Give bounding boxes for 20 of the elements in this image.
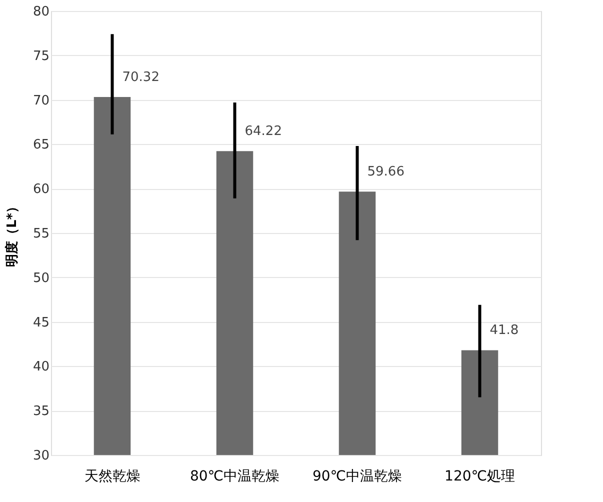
data-label: 41.8 (490, 323, 519, 338)
y-tick-label: 60 (32, 182, 50, 198)
y-tick-label: 55 (32, 226, 50, 242)
x-tick-label: 80℃中温乾燥 (190, 468, 280, 484)
y-tick-label: 45 (32, 315, 50, 330)
y-tick-label: 50 (32, 270, 50, 286)
y-tick-label: 75 (32, 48, 50, 64)
x-tick-label: 90℃中温乾燥 (312, 468, 402, 484)
y-axis-title: 明度（L*） (4, 200, 20, 268)
data-label: 59.66 (367, 164, 404, 180)
x-tick-label: 120℃処理 (444, 468, 515, 484)
y-tick-label: 80 (32, 4, 50, 20)
y-tick-label: 65 (32, 138, 50, 153)
y-tick-label: 35 (32, 404, 50, 420)
y-tick-label: 40 (32, 360, 50, 375)
data-label: 64.22 (244, 124, 282, 140)
y-tick-label: 70 (32, 93, 50, 108)
x-tick-label: 天然乾燥 (84, 468, 140, 484)
data-label: 70.32 (122, 70, 160, 85)
y-tick-label: 30 (32, 448, 50, 464)
